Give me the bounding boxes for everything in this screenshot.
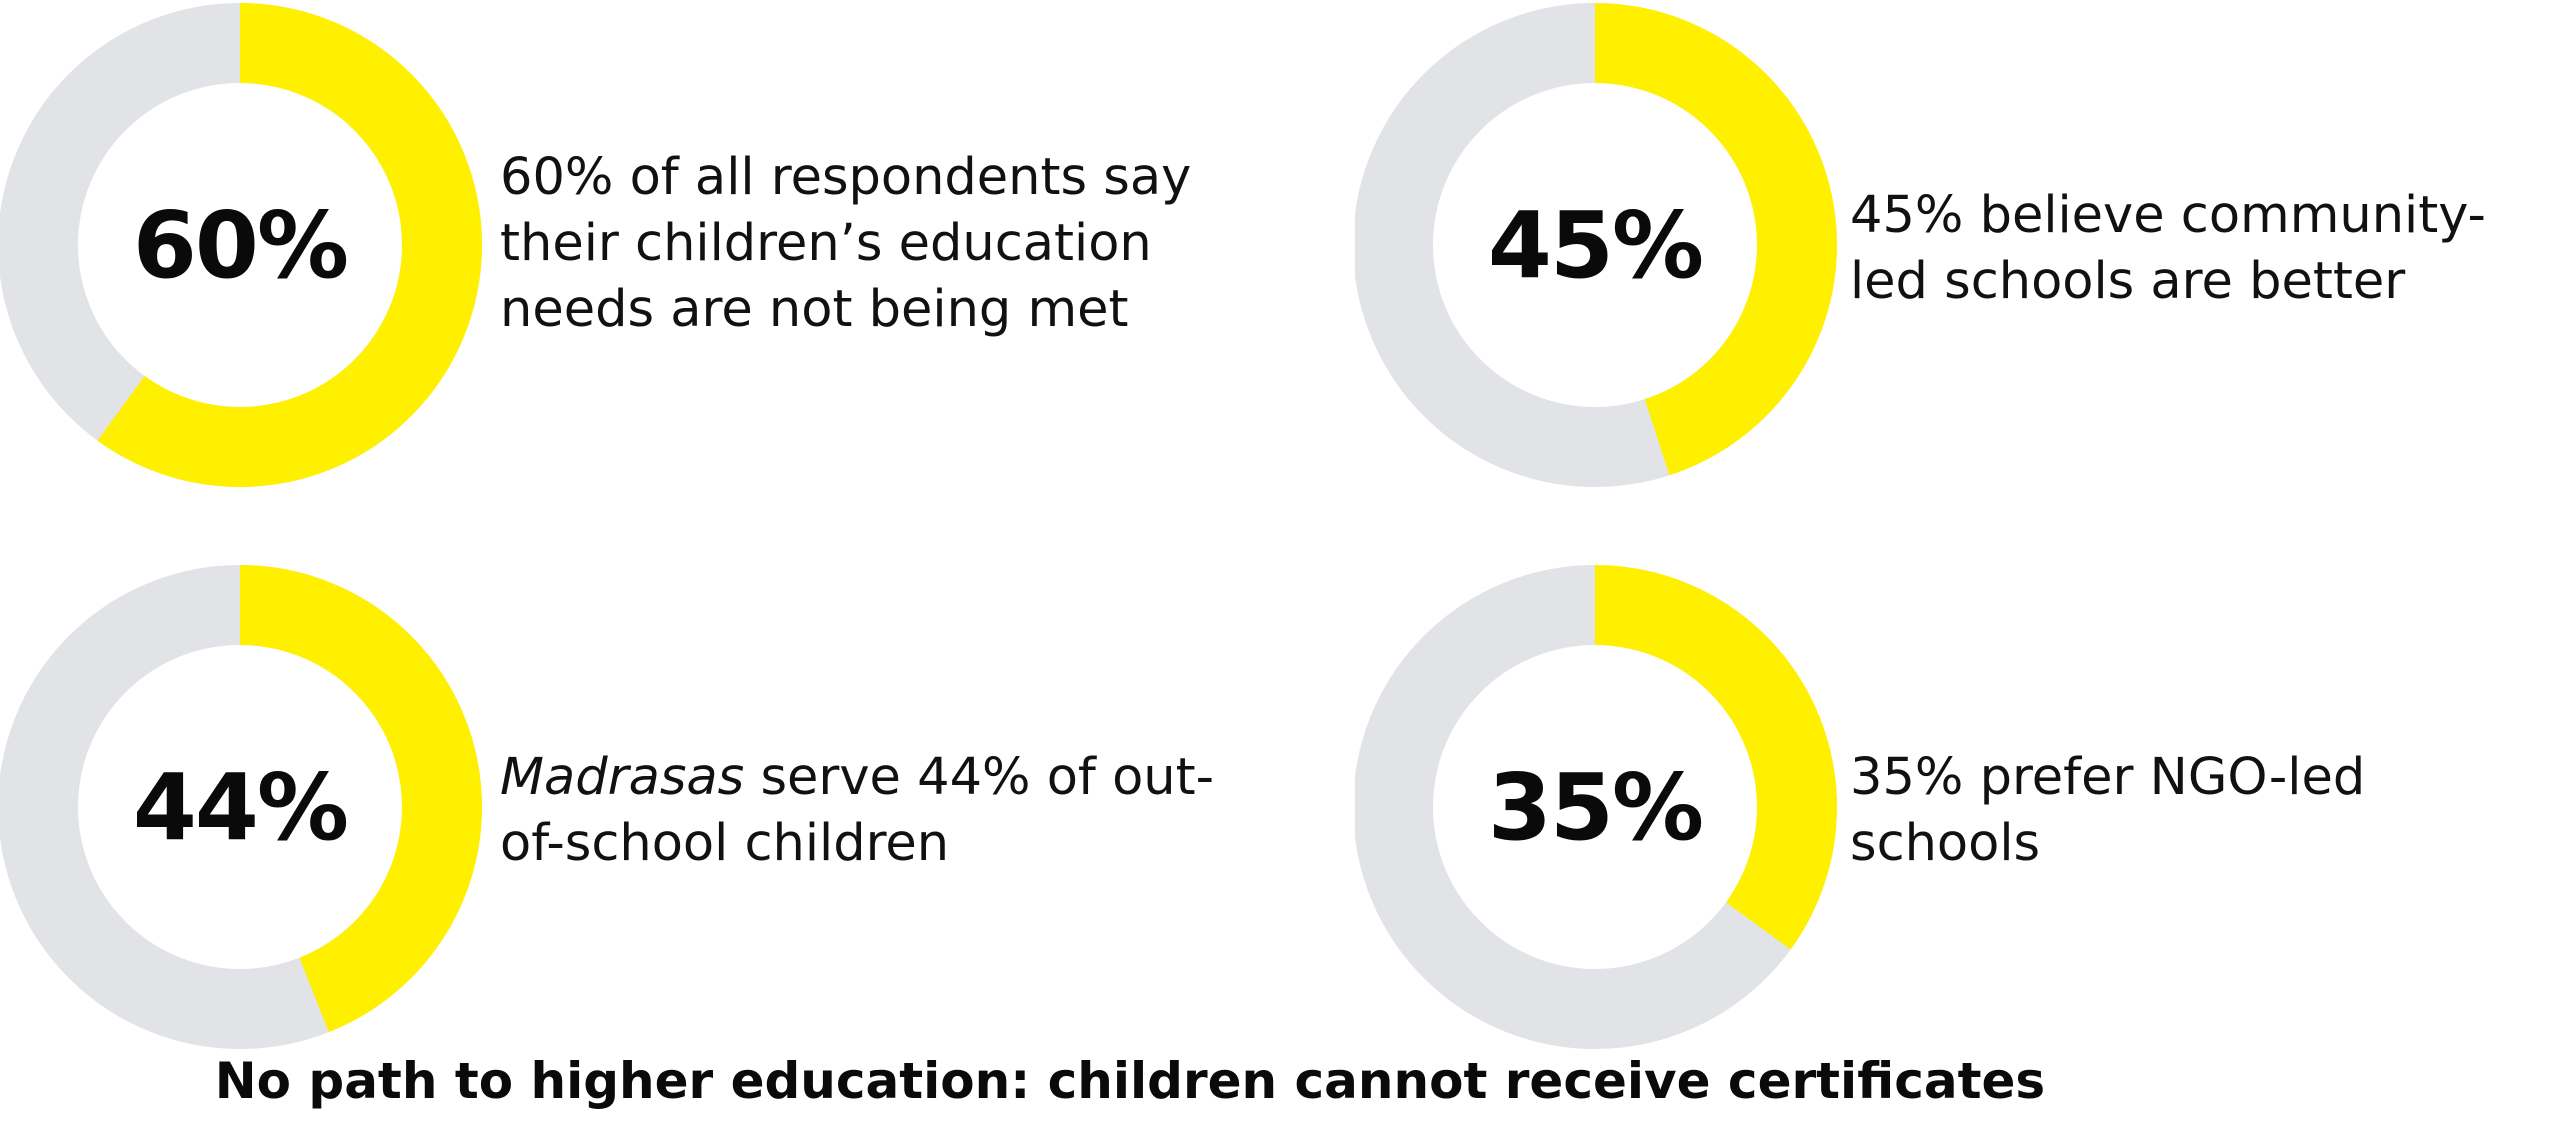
stat-community-led-schools: 45% 45% believe community- led schools a… xyxy=(1355,0,2560,490)
stat-description: 60% of all respondents say their childre… xyxy=(500,145,1191,343)
donut-chart: 44% xyxy=(0,562,490,1052)
stat-description-line: 60% of all respondents say xyxy=(500,148,1192,207)
donut-chart: 60% xyxy=(0,0,490,490)
donut-value-arc xyxy=(1355,3,1837,487)
donut-chart: 45% xyxy=(1355,0,1845,490)
stat-description-line: of-school children xyxy=(500,814,950,873)
stat-description-line: needs are not being met xyxy=(500,280,1129,339)
stat-description: 45% believe community- led schools are b… xyxy=(1850,183,2486,315)
donut-svg xyxy=(0,3,482,487)
stat-description-line: 45% believe community- xyxy=(1850,186,2486,245)
donut-svg xyxy=(0,565,482,1049)
stat-description-rest: serve 44% of out- xyxy=(744,748,1215,807)
donut-svg xyxy=(1355,565,1837,1049)
stat-description-line: schools xyxy=(1850,814,2041,873)
stat-description: Madrasas serve 44% of out- of-school chi… xyxy=(500,745,1214,877)
donut-value-arc xyxy=(0,3,482,487)
stat-respondents-needs-unmet: 60% 60% of all respondents say their chi… xyxy=(0,0,1260,490)
stat-description-emphasis: Madrasas xyxy=(500,748,745,807)
donut-value-arc xyxy=(0,565,482,1049)
donut-chart: 35% xyxy=(1355,562,1845,1052)
donut-center-label: 44% xyxy=(132,753,349,861)
donut-center-label: 45% xyxy=(1487,191,1704,299)
stat-description: 35% prefer NGO-led schools xyxy=(1850,745,2365,877)
stat-ngo-led-schools: 35% 35% prefer NGO-led schools xyxy=(1355,562,2560,1052)
stat-madrasas: 44% Madrasas serve 44% of out- of-school… xyxy=(0,562,1260,1052)
donut-value-arc xyxy=(1355,565,1837,1049)
donut-svg xyxy=(1355,3,1837,487)
donut-center-label: 60% xyxy=(132,191,349,299)
stat-description-line: 35% prefer NGO-led xyxy=(1850,748,2366,807)
stat-description-line: their children’s education xyxy=(500,214,1152,273)
stat-description-line: led schools are better xyxy=(1850,252,2406,311)
donut-center-label: 35% xyxy=(1487,753,1704,861)
footer-caption: No path to higher education: children ca… xyxy=(214,1052,2046,1110)
stat-description-line: Madrasas serve 44% of out- xyxy=(500,745,1214,811)
